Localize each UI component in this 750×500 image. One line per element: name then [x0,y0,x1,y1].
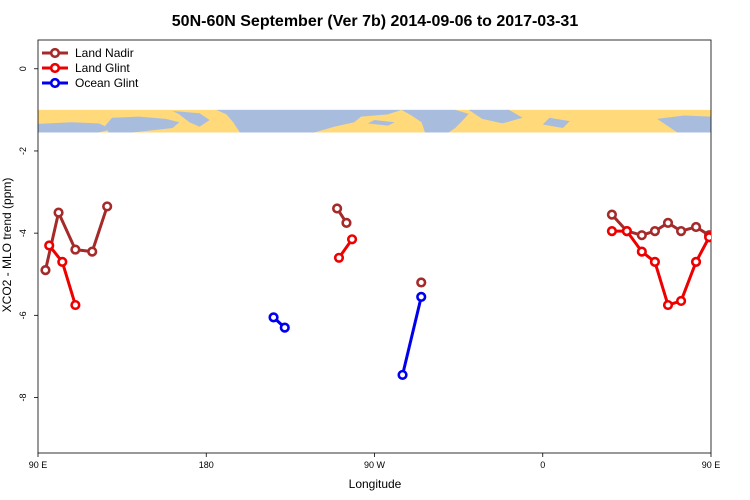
data-point [704,232,711,243]
map-ocean-region [105,116,180,133]
y-tick-label: -2 [18,147,28,155]
data-point [636,246,647,257]
data-point [333,252,345,263]
map-ocean-region [542,117,570,128]
data-point [746,209,750,217]
data-point [621,225,632,237]
y-tick-label: 0 [18,66,28,71]
series-land-glint [44,207,750,311]
legend-label: Ocean Glint [75,76,139,90]
series-land-nadir [40,201,750,288]
x-axis-label: Longitude [349,477,402,491]
legend-item: Ocean Glint [42,76,139,90]
data-point [675,225,687,237]
data-point [662,217,674,228]
series-line [611,229,711,307]
data-point [720,207,728,215]
data-point [733,268,741,276]
legend-marker [49,77,61,89]
data-point [44,240,55,251]
map-ocean-region [401,109,469,133]
series-line [44,205,109,271]
series-ocean-glint [268,291,427,381]
data-point [279,322,290,333]
legend-marker [49,62,61,74]
data-point [690,256,702,268]
data-point [416,291,427,302]
series-layer [40,201,750,381]
map-ocean-region [468,109,523,124]
map-ocean-region [216,109,402,133]
data-point [268,312,279,323]
world-map-band [38,109,711,133]
x-axis: 90 E 180 90 W 0 90 E [29,453,721,470]
data-point [53,207,64,218]
data-point [675,295,687,307]
data-point [649,225,661,237]
y-axis: 0 -2 -4 -6 -8 [18,66,38,402]
data-point [341,217,352,228]
x-tick-label: 90 E [29,460,48,470]
data-point [70,244,81,255]
data-point [397,369,408,381]
y-axis-label: XCO2 - MLO trend (ppm) [0,178,14,313]
data-point [690,221,702,233]
x-tick-label: 90 E [702,460,721,470]
data-point [606,209,618,220]
data-point [416,277,427,288]
data-point [70,299,81,311]
data-point [662,299,674,311]
map-ocean-region [172,110,210,127]
plot-frame [37,39,712,454]
data-point [57,256,68,268]
data-point [40,265,51,276]
chart-title: 50N-60N September (Ver 7b) 2014-09-06 to… [172,13,579,30]
map-ocean-region [38,122,113,133]
data-point [102,201,113,212]
data-point [346,234,358,245]
map-ocean-region [657,115,711,133]
x-tick-label: 180 [199,460,214,470]
y-tick-label: -4 [18,229,28,237]
legend-item: Land Nadir [42,46,134,60]
data-point [636,230,647,241]
data-point [733,242,741,250]
data-point [332,203,343,214]
x-tick-label: 90 W [364,460,386,470]
y-tick-label: -8 [18,394,28,402]
data-point [606,225,618,237]
series-line [401,296,423,376]
legend-label: Land Glint [75,61,130,75]
data-point [720,244,728,252]
y-tick-label: -6 [18,311,28,319]
data-point [746,258,750,266]
legend-item: Land Glint [42,61,130,75]
legend-marker [49,47,61,59]
map-ocean-region [367,120,395,126]
series-line [48,244,77,306]
x-tick-label: 0 [540,460,545,470]
legend-label: Land Nadir [75,46,134,60]
data-point [649,256,661,268]
data-point [87,246,98,257]
